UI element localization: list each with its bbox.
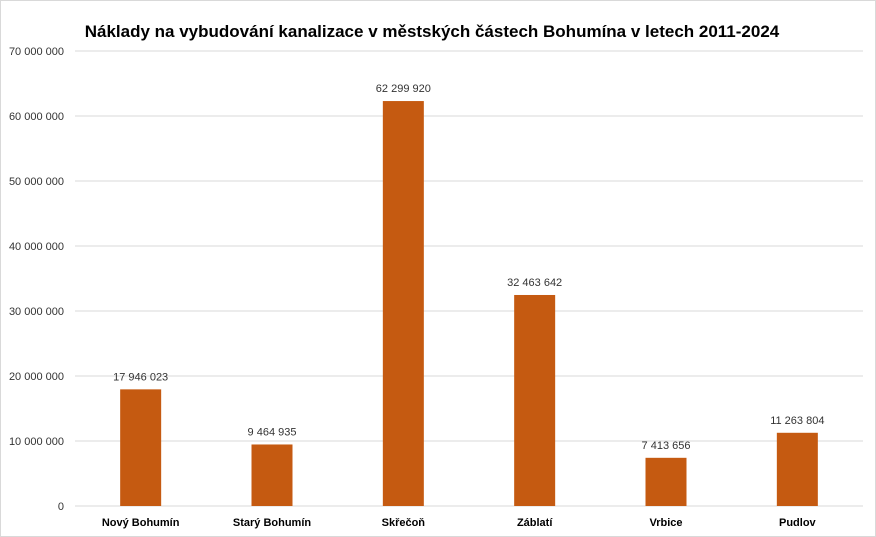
bars — [120, 101, 818, 506]
y-tick-label: 60 000 000 — [9, 111, 64, 123]
y-tick-label: 0 — [58, 501, 64, 513]
category-label: Starý Bohumín — [233, 517, 312, 529]
y-tick-label: 10 000 000 — [9, 436, 64, 448]
data-label: 62 299 920 — [376, 83, 431, 95]
data-label: 9 464 935 — [248, 426, 297, 438]
data-label: 7 413 656 — [642, 440, 691, 452]
y-tick-label: 20 000 000 — [9, 371, 64, 383]
gridlines — [75, 50, 863, 507]
bar — [645, 457, 687, 506]
bar — [776, 432, 818, 506]
y-tick-label: 50 000 000 — [9, 176, 64, 188]
category-label: Nový Bohumín — [102, 517, 180, 529]
data-label: 32 463 642 — [507, 277, 562, 289]
category-label: Záblatí — [517, 517, 553, 529]
data-labels: 17 946 023 9 464 935 62 299 920 32 463 642 7… — [113, 83, 824, 452]
y-tick-label: 40 000 000 — [9, 241, 64, 253]
bar — [514, 294, 556, 506]
y-tick-label: 30 000 000 — [9, 306, 64, 318]
bar — [382, 101, 424, 506]
category-label: Skřečoň — [382, 517, 426, 529]
bar — [251, 444, 293, 506]
x-axis-category-labels: Nový Bohumín Starý Bohumín Skřečoň Záblatí V… — [102, 517, 817, 529]
data-label: 17 946 023 — [113, 371, 168, 383]
bar — [120, 389, 162, 506]
category-label: Pudlov — [779, 517, 817, 529]
y-tick-label: 70 000 000 — [9, 46, 64, 58]
y-axis-tick-labels: 0 10 000 000 20 000 000 30 000 000 40 000 00… — [9, 46, 64, 513]
category-label: Vrbice — [649, 517, 682, 529]
data-label: 11 263 804 — [770, 415, 824, 427]
chart-title: Náklady na vybudování kanalizace v městs… — [85, 22, 780, 41]
